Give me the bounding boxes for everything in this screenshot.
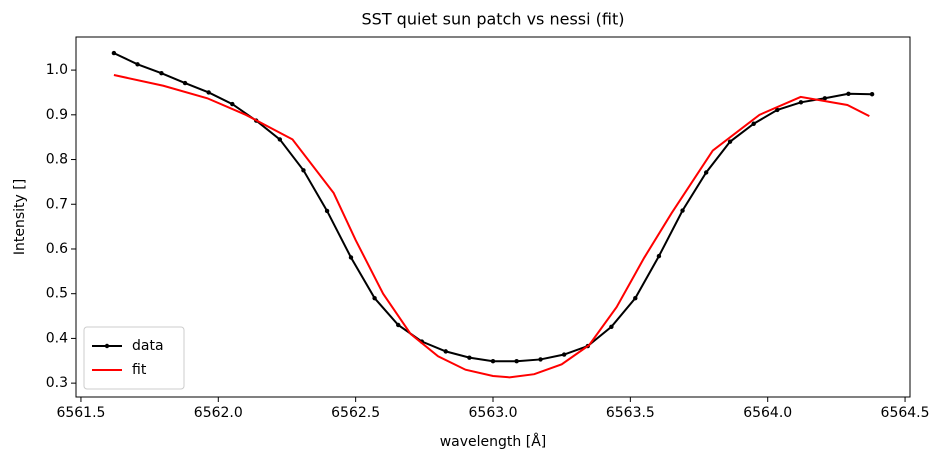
data-point [182, 80, 188, 86]
data-point [230, 101, 235, 107]
y-tick-label: 0.8 [46, 152, 68, 168]
data-point [609, 324, 614, 329]
x-tick-label: 6564.5 [881, 405, 930, 421]
data-point [680, 208, 685, 213]
y-tick-label: 0.4 [46, 330, 68, 346]
x-tick-label: 6562.5 [331, 405, 380, 421]
data-point [775, 107, 780, 113]
data-point [324, 208, 330, 214]
x-tick-label: 6561.5 [56, 405, 105, 421]
x-tick-label: 6562.0 [194, 405, 243, 421]
data-point [727, 139, 733, 144]
y-axis-label: Intensity [] [12, 179, 28, 255]
data-point [443, 349, 448, 354]
data-point [656, 253, 662, 259]
y-tick-label: 0.7 [46, 196, 68, 212]
data-point [301, 168, 306, 173]
data-point [703, 170, 709, 175]
legend-marker [104, 343, 110, 349]
legend-label: data [132, 338, 164, 354]
data-point [561, 352, 567, 357]
data-point [396, 322, 401, 328]
y-tick-label: 0.3 [46, 375, 68, 391]
data-point [467, 355, 472, 360]
data-point [514, 359, 519, 364]
series-line [113, 74, 870, 379]
legend-label: fit [132, 362, 147, 378]
x-tick-label: 6563.5 [606, 405, 655, 421]
data-point [822, 96, 828, 101]
plot-frame [75, 36, 911, 398]
y-tick-label: 0.9 [46, 107, 68, 123]
data-point [135, 62, 140, 67]
data-point [206, 90, 211, 95]
data-point [111, 50, 117, 56]
data-point [490, 359, 496, 364]
y-tick-label: 1.0 [46, 62, 68, 78]
data-point [846, 91, 851, 96]
chart-title: SST quiet sun patch vs nessi (fit) [362, 10, 625, 29]
data-point [159, 71, 164, 76]
data-point [277, 137, 283, 142]
data-point [348, 255, 354, 260]
data-point [869, 92, 875, 97]
y-tick-label: 0.5 [46, 286, 68, 302]
series-line [113, 52, 873, 363]
data-point [372, 295, 377, 301]
data-point [751, 121, 756, 126]
x-tick-label: 6563.0 [469, 405, 518, 421]
data-point [798, 100, 804, 105]
y-tick-label: 0.6 [46, 241, 68, 257]
legend-box [83, 326, 185, 390]
x-axis-label: wavelength [Å] [440, 433, 547, 450]
data-point [633, 295, 638, 301]
data-point [538, 357, 543, 362]
x-tick-label: 6564.0 [743, 405, 792, 421]
